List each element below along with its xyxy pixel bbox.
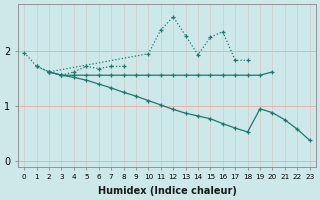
X-axis label: Humidex (Indice chaleur): Humidex (Indice chaleur) bbox=[98, 186, 236, 196]
